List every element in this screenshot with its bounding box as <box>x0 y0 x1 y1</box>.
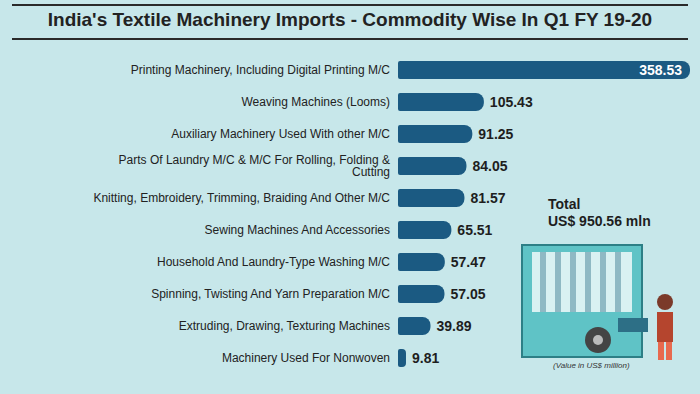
html-text:Total: Total <box>548 196 581 212</box>
svg-text:358.53: 358.53 <box>639 62 682 78</box>
html-text:India's Textile Machinery Impo: India's Textile Machinery Imports - Comm… <box>47 9 653 30</box>
html-text:US$ 950.56 mln: US$ 950.56 mln <box>548 213 651 229</box>
html-text:(Value in US$ million): (Value in US$ million) <box>553 361 630 370</box>
svg-text:Household And Laundry-Type Was: Household And Laundry-Type Washing M/C <box>157 255 390 269</box>
svg-text:Printing Machinery, Including: Printing Machinery, Including Digital Pr… <box>131 63 391 77</box>
svg-text:Spinning, Twisting And Yarn Pr: Spinning, Twisting And Yarn Preparation … <box>151 287 390 301</box>
svg-text:Auxiliary Machinery Used With: Auxiliary Machinery Used With other M/C <box>171 127 390 141</box>
svg-text:9.81: 9.81 <box>412 350 439 366</box>
svg-text:57.05: 57.05 <box>450 286 485 302</box>
svg-text:Machinery Used For Nonwoven: Machinery Used For Nonwoven <box>222 351 390 365</box>
svg-text:Extruding, Drawing, Texturing: Extruding, Drawing, Texturing Machines <box>179 319 390 333</box>
svg-text:39.89: 39.89 <box>436 318 471 334</box>
svg-text:Sewing Machines And Accessorie: Sewing Machines And Accessories <box>205 223 390 237</box>
svg-text:65.51: 65.51 <box>457 222 492 238</box>
svg-text:Weaving Machines (Looms): Weaving Machines (Looms) <box>241 95 390 109</box>
svg-text:Parts Of Laundry M/C & M/C For: Parts Of Laundry M/C & M/C For Rolling, … <box>119 153 390 179</box>
svg-text:84.05: 84.05 <box>472 158 507 174</box>
svg-text:Knitting, Embroidery, Trimming: Knitting, Embroidery, Trimming, Braiding… <box>93 191 390 205</box>
svg-text:81.57: 81.57 <box>470 190 505 206</box>
svg-text:105.43: 105.43 <box>490 94 533 110</box>
svg-text:91.25: 91.25 <box>478 126 513 142</box>
svg-text:57.47: 57.47 <box>451 254 486 270</box>
